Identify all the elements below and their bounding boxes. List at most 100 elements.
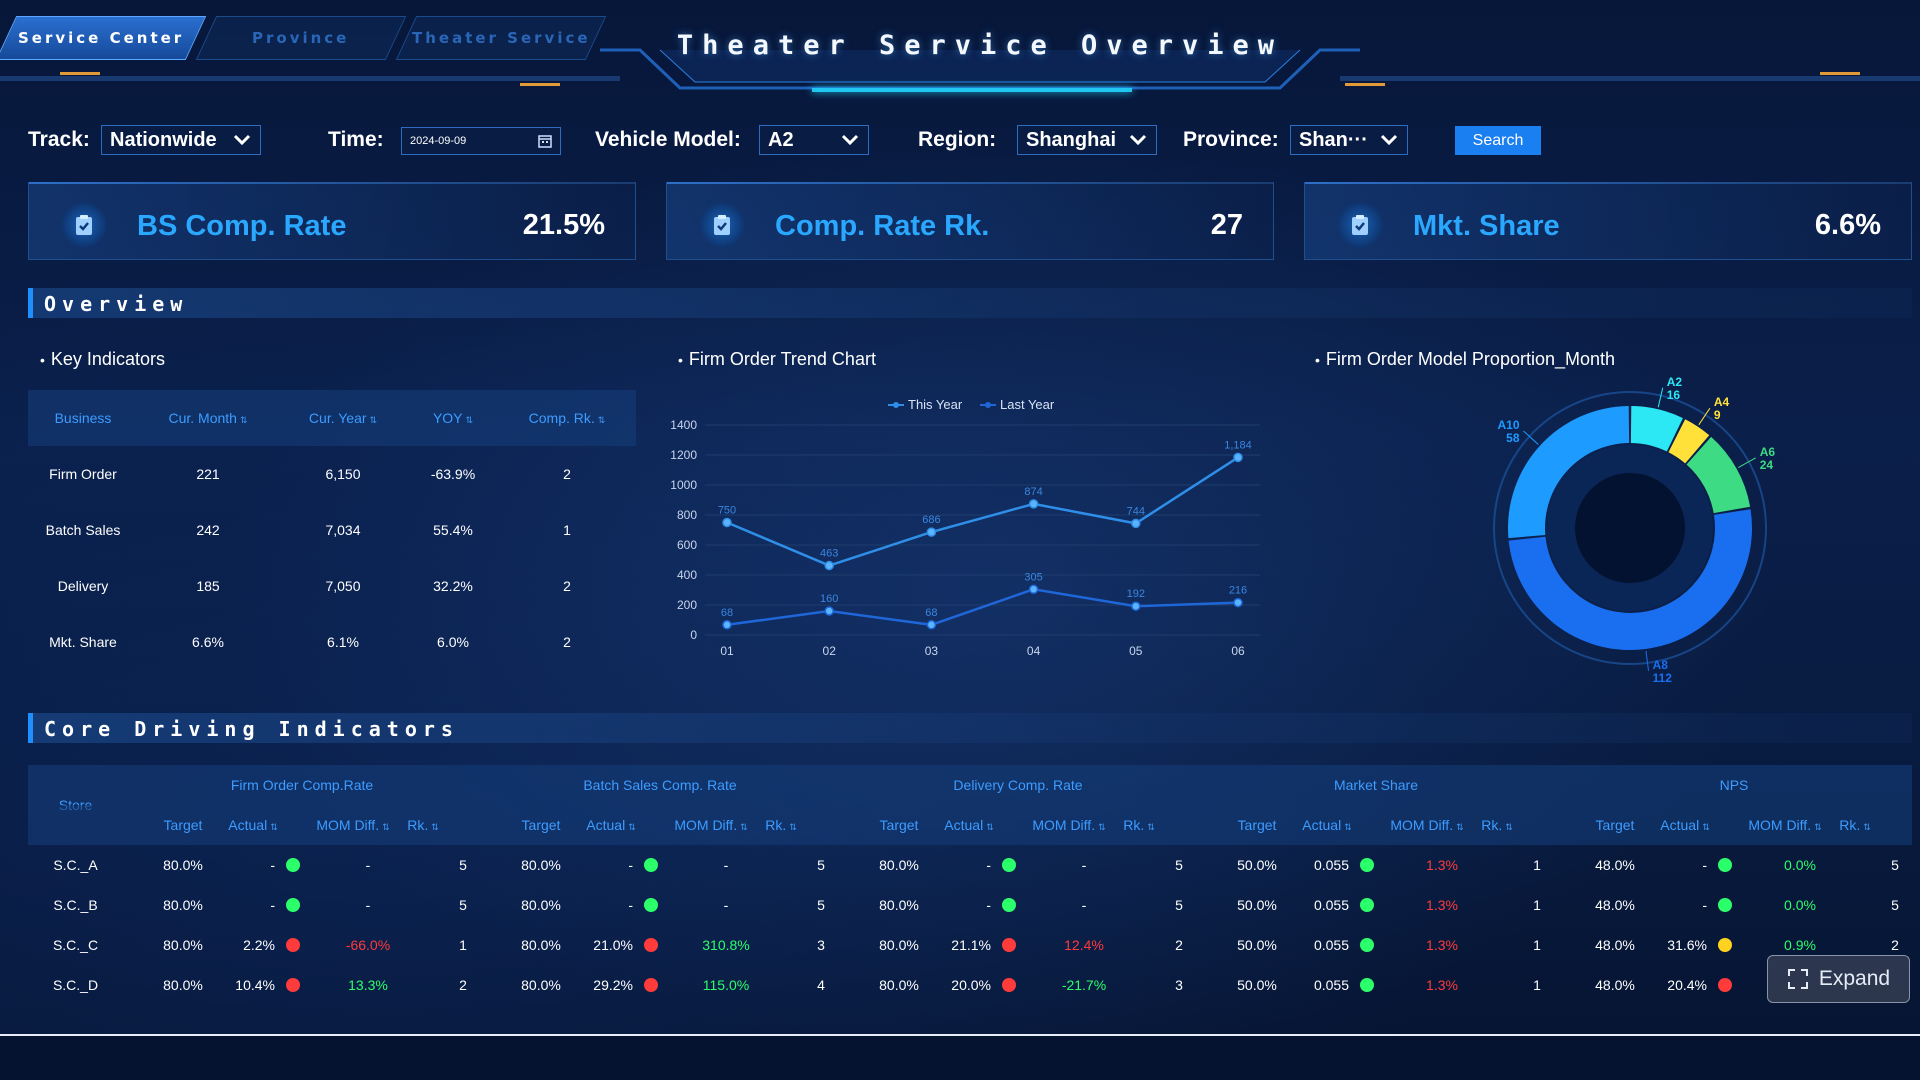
date-picker[interactable]: 2024-09-09 xyxy=(401,127,561,155)
region-select[interactable]: Shanghai xyxy=(1017,125,1157,155)
cell: 6,150 xyxy=(325,466,361,482)
actual-cell: 0.055 xyxy=(1313,857,1349,873)
status-dot xyxy=(1718,978,1732,992)
slice-label: A4 xyxy=(1714,395,1730,409)
column-header-sortable[interactable]: MOM Diff. ⇅ xyxy=(1735,805,1835,845)
rank-cell: 2 xyxy=(1175,937,1183,953)
column-header-sortable[interactable]: Rk. ⇅ xyxy=(751,805,811,845)
subcol-label: Target xyxy=(163,817,203,833)
mom-diff-cell: - xyxy=(723,897,729,913)
data-label: 305 xyxy=(1024,571,1042,583)
column-header-sortable[interactable]: Rk. ⇅ xyxy=(1825,805,1885,845)
tab-province[interactable]: Province xyxy=(195,16,407,60)
table-subheader-row: Target Actual ⇅ MOM Diff. ⇅ Rk. ⇅ Target Actual ⇅… xyxy=(28,805,1912,845)
kpi-topline xyxy=(29,182,635,184)
rank-cell: 5 xyxy=(459,897,467,913)
key-indicators-title: Key Indicators xyxy=(40,349,165,370)
search-button[interactable]: Search xyxy=(1455,126,1541,155)
x-tick-label: 06 xyxy=(1231,644,1245,658)
key-indicators-table: Business Cur. Month ⇅ Cur. Year ⇅ YOY ⇅ Com… xyxy=(28,390,636,670)
column-header-sortable[interactable]: Cur. Year ⇅ xyxy=(308,410,378,426)
sort-icon: ⇅ xyxy=(270,822,278,832)
data-point xyxy=(824,606,834,616)
mom-diff-cell: 0.0% xyxy=(1784,897,1816,913)
legend-label: This Year xyxy=(908,397,963,412)
mom-diff-cell: 12.4% xyxy=(1064,937,1104,953)
mom-diff-cell: 310.8% xyxy=(702,937,750,953)
cell: 6.6% xyxy=(192,634,224,650)
slice-leader-line xyxy=(1698,407,1711,426)
target-cell: 80.0% xyxy=(163,937,203,953)
subcol-label: Actual xyxy=(1302,817,1342,833)
actual-cell: 0.055 xyxy=(1313,897,1349,913)
group-header: Batch Sales Comp. Rate xyxy=(583,777,737,793)
target-cell: 80.0% xyxy=(521,977,561,993)
rank-cell: 5 xyxy=(817,897,825,913)
group-header: Market Share xyxy=(1333,777,1419,793)
subcol-label: Target xyxy=(1595,817,1635,833)
data-label: 463 xyxy=(820,548,838,560)
column-header-sortable[interactable]: Actual ⇅ xyxy=(1287,805,1367,845)
rank-cell: 1 xyxy=(459,937,467,953)
cell: 55.4% xyxy=(433,522,473,538)
donut-slice xyxy=(1508,406,1630,539)
chevron-down-icon xyxy=(233,134,251,146)
slice-leader-line xyxy=(1657,387,1664,408)
column-header-sortable[interactable]: Rk. ⇅ xyxy=(393,805,453,845)
target-cell: 80.0% xyxy=(521,937,561,953)
track-select[interactable]: Nationwide xyxy=(101,125,261,155)
sort-icon: ⇅ xyxy=(597,415,606,425)
cell: Mkt. Share xyxy=(49,634,117,650)
table-row: S.C._A 80.0% - -5 80.0% - -5 80.0% - -5 50.0% 0.055… xyxy=(28,845,1912,885)
column-header-sortable[interactable]: MOM Diff. ⇅ xyxy=(1377,805,1477,845)
sort-icon: ⇅ xyxy=(628,822,636,832)
rank-cell: 1 xyxy=(1533,857,1541,873)
cell: 2 xyxy=(563,466,571,482)
column-header-sortable[interactable]: YOY ⇅ xyxy=(432,410,474,426)
data-point xyxy=(1131,518,1141,529)
firm-order-trend-chart: 0 200 400 600 800 1000 1200 1400 01 02 03 04 05 06 Thi… xyxy=(670,397,1260,658)
expand-button[interactable]: Expand xyxy=(1767,955,1910,1003)
status-dot xyxy=(1360,938,1374,952)
slice-leader-line xyxy=(1523,430,1539,445)
cell: 242 xyxy=(196,522,220,538)
donut-chart-title: Firm Order Model Proportion_Month xyxy=(1315,349,1615,370)
column-header-sortable[interactable]: Cur. Month ⇅ xyxy=(168,410,248,426)
cell: 32.2% xyxy=(433,578,473,594)
column-header: Target xyxy=(1575,805,1655,845)
status-dot xyxy=(286,978,300,992)
column-header-sortable[interactable]: Comp. Rk. ⇅ xyxy=(528,410,606,426)
region-label: Region: xyxy=(918,128,997,151)
column-header-sortable[interactable]: MOM Diff. ⇅ xyxy=(303,805,403,845)
mom-diff-cell: 1.3% xyxy=(1426,857,1458,873)
rank-cell: 5 xyxy=(817,857,825,873)
tab-service-center[interactable]: Service Center xyxy=(0,16,207,60)
actual-cell: 31.6% xyxy=(1667,937,1707,953)
donut-slice xyxy=(1630,406,1683,452)
cell: 185 xyxy=(196,578,220,594)
actual-cell: 0.055 xyxy=(1313,937,1349,953)
province-select[interactable]: Shan··· xyxy=(1290,125,1408,155)
tab-theater-service[interactable]: Theater Service xyxy=(395,16,607,60)
legend-marker xyxy=(893,402,899,408)
target-cell: 50.0% xyxy=(1237,937,1277,953)
column-header-sortable[interactable]: Actual ⇅ xyxy=(213,805,293,845)
rank-cell: 1 xyxy=(1533,937,1541,953)
vehicle-model-select[interactable]: A2 xyxy=(759,125,869,155)
cell: 6.1% xyxy=(327,634,359,650)
column-header-sortable[interactable]: Rk. ⇅ xyxy=(1467,805,1527,845)
column-header-sortable[interactable]: Actual ⇅ xyxy=(929,805,1009,845)
column-header-sortable[interactable]: Actual ⇅ xyxy=(571,805,651,845)
rank-cell: 2 xyxy=(1891,937,1899,953)
column-header-sortable[interactable]: MOM Diff. ⇅ xyxy=(1019,805,1119,845)
rank-cell: 3 xyxy=(817,937,825,953)
donut-slice xyxy=(1668,419,1710,464)
column-header-sortable[interactable]: Actual ⇅ xyxy=(1645,805,1725,845)
column-header-sortable[interactable]: Rk. ⇅ xyxy=(1109,805,1169,845)
time-label: Time: xyxy=(328,128,384,151)
series-line xyxy=(726,587,1239,627)
table-row: Batch Sales 242 7,034 55.4% 1 xyxy=(28,502,636,558)
column-header-sortable[interactable]: MOM Diff. ⇅ xyxy=(661,805,761,845)
y-tick-label: 1200 xyxy=(670,448,697,462)
